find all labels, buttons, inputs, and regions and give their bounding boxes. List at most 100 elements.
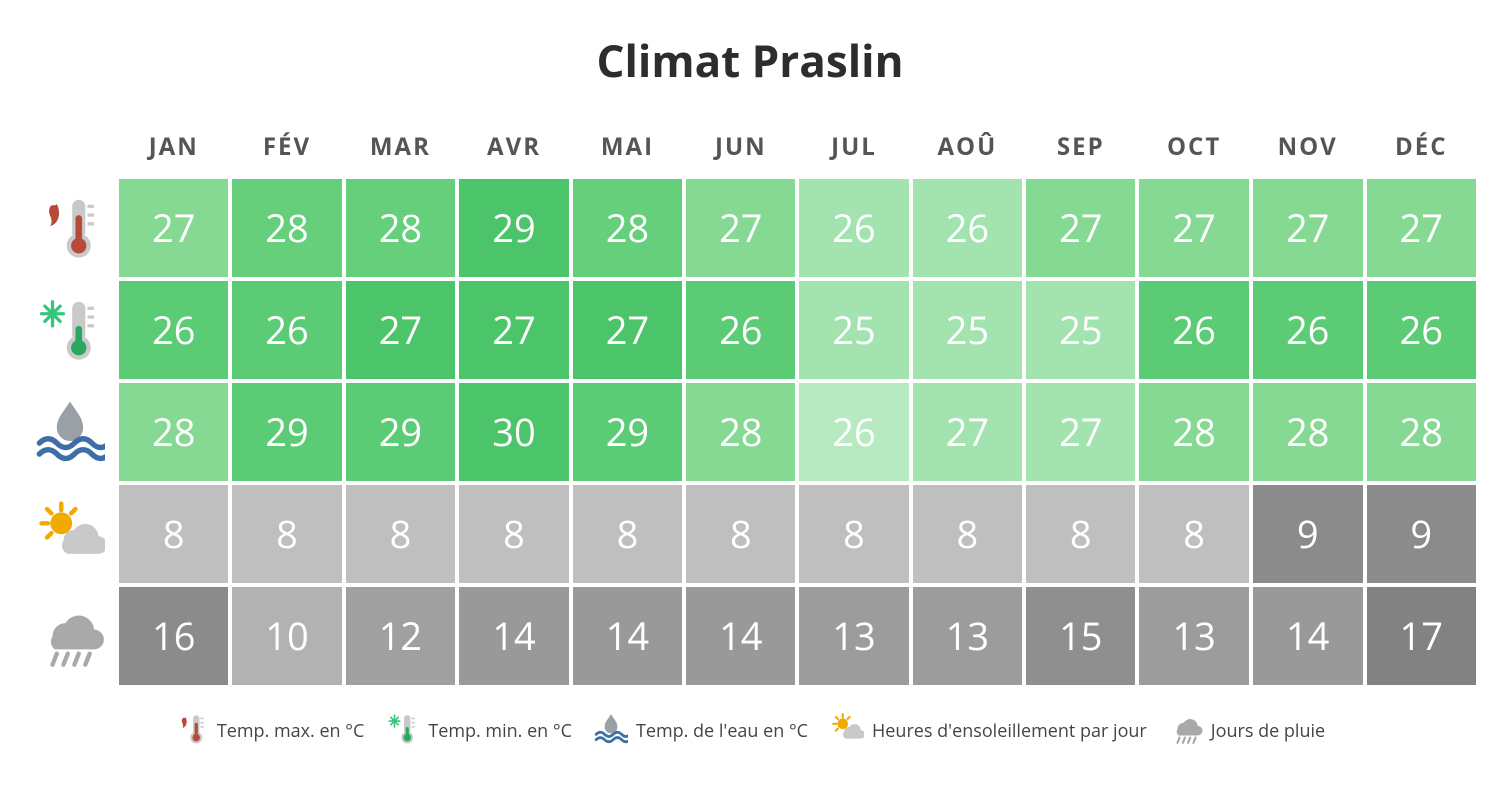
- value-cell: 27: [686, 179, 795, 277]
- month-header: JAN: [119, 124, 228, 175]
- legend-label: Temp. de l'eau en °C: [636, 719, 808, 743]
- value-cell: 28: [1367, 383, 1476, 481]
- value-cell: 26: [232, 281, 341, 379]
- value-cell: 30: [459, 383, 568, 481]
- value-cell: 17: [1367, 587, 1476, 685]
- value-cell: 8: [799, 485, 908, 583]
- value-cell: 29: [573, 383, 682, 481]
- value-cell: 8: [686, 485, 795, 583]
- row-water_temp: 282929302928262727282828: [24, 383, 1476, 481]
- value-cell: 27: [1026, 383, 1135, 481]
- value-cell: 26: [1253, 281, 1363, 379]
- legend-item: Temp. de l'eau en °C: [594, 711, 808, 751]
- legend: Temp. max. en °C Temp. min. en °C Temp. …: [20, 711, 1480, 751]
- page-title: Climat Praslin: [20, 30, 1480, 90]
- value-cell: 8: [1139, 485, 1248, 583]
- month-header: AOÛ: [913, 124, 1023, 175]
- value-cell: 27: [119, 179, 228, 277]
- legend-label: Heures d'ensoleillement par jour: [872, 719, 1147, 743]
- value-cell: 27: [573, 281, 682, 379]
- value-cell: 27: [913, 383, 1023, 481]
- value-cell: 26: [799, 179, 908, 277]
- value-cell: 8: [1026, 485, 1135, 583]
- value-cell: 8: [232, 485, 341, 583]
- value-cell: 26: [1367, 281, 1476, 379]
- month-header: MAR: [346, 124, 456, 175]
- month-header: NOV: [1253, 124, 1363, 175]
- legend-label: Temp. min. en °C: [428, 719, 572, 743]
- value-cell: 28: [1139, 383, 1248, 481]
- value-cell: 14: [686, 587, 795, 685]
- legend-label: Temp. max. en °C: [217, 719, 364, 743]
- value-cell: 29: [346, 383, 456, 481]
- value-cell: 15: [1026, 587, 1135, 685]
- value-cell: 9: [1367, 485, 1476, 583]
- value-cell: 8: [346, 485, 456, 583]
- value-cell: 10: [232, 587, 341, 685]
- legend-label: Jours de pluie: [1211, 719, 1325, 743]
- row-rain_days: 161012141414131315131417: [24, 587, 1476, 685]
- value-cell: 14: [573, 587, 682, 685]
- value-cell: 27: [1367, 179, 1476, 277]
- rain-cloud-icon: [1169, 711, 1203, 751]
- rain-cloud-icon: [24, 587, 115, 685]
- value-cell: 8: [573, 485, 682, 583]
- row-temp_min: 262627272726252525262626: [24, 281, 1476, 379]
- thermometer-hot-icon: [175, 711, 209, 751]
- value-cell: 28: [1253, 383, 1363, 481]
- month-header: DÉC: [1367, 124, 1476, 175]
- value-cell: 14: [459, 587, 568, 685]
- thermometer-cold-icon: [24, 281, 115, 379]
- value-cell: 28: [346, 179, 456, 277]
- value-cell: 26: [686, 281, 795, 379]
- value-cell: 8: [459, 485, 568, 583]
- legend-item: Temp. min. en °C: [386, 711, 572, 751]
- value-cell: 14: [1253, 587, 1363, 685]
- value-cell: 26: [1139, 281, 1248, 379]
- row-sun_hours: 888888888899: [24, 485, 1476, 583]
- sun-cloud-icon: [24, 485, 115, 583]
- month-header: OCT: [1139, 124, 1248, 175]
- value-cell: 28: [573, 179, 682, 277]
- month-header: JUN: [686, 124, 795, 175]
- water-temp-icon: [24, 383, 115, 481]
- value-cell: 27: [1253, 179, 1363, 277]
- water-temp-icon: [594, 711, 628, 751]
- sun-cloud-icon: [830, 711, 864, 751]
- value-cell: 26: [799, 383, 908, 481]
- value-cell: 28: [232, 179, 341, 277]
- legend-item: Jours de pluie: [1169, 711, 1325, 751]
- value-cell: 8: [913, 485, 1023, 583]
- month-header: JUL: [799, 124, 908, 175]
- header-spacer: [24, 124, 115, 175]
- month-header: MAI: [573, 124, 682, 175]
- value-cell: 8: [119, 485, 228, 583]
- value-cell: 28: [119, 383, 228, 481]
- month-header: FÉV: [232, 124, 341, 175]
- value-cell: 16: [119, 587, 228, 685]
- value-cell: 29: [232, 383, 341, 481]
- legend-item: Heures d'ensoleillement par jour: [830, 711, 1147, 751]
- month-header: SEP: [1026, 124, 1135, 175]
- value-cell: 26: [119, 281, 228, 379]
- climate-table: JANFÉVMARAVRMAIJUNJULAOÛSEPOCTNOVDÉC 272…: [20, 120, 1480, 689]
- value-cell: 29: [459, 179, 568, 277]
- month-header-row: JANFÉVMARAVRMAIJUNJULAOÛSEPOCTNOVDÉC: [24, 124, 1476, 175]
- row-temp_max: 272828292827262627272727: [24, 179, 1476, 277]
- thermometer-hot-icon: [24, 179, 115, 277]
- thermometer-cold-icon: [386, 711, 420, 751]
- value-cell: 12: [346, 587, 456, 685]
- legend-item: Temp. max. en °C: [175, 711, 364, 751]
- value-cell: 13: [799, 587, 908, 685]
- value-cell: 27: [459, 281, 568, 379]
- value-cell: 28: [686, 383, 795, 481]
- value-cell: 25: [1026, 281, 1135, 379]
- climate-table-body: 272828292827262627272727 262627272726252…: [24, 179, 1476, 685]
- value-cell: 25: [913, 281, 1023, 379]
- month-header: AVR: [459, 124, 568, 175]
- value-cell: 27: [1026, 179, 1135, 277]
- value-cell: 13: [913, 587, 1023, 685]
- value-cell: 27: [1139, 179, 1248, 277]
- value-cell: 25: [799, 281, 908, 379]
- climate-chart: Climat Praslin JANFÉVMARAVRMAIJUNJULAOÛS…: [0, 0, 1500, 751]
